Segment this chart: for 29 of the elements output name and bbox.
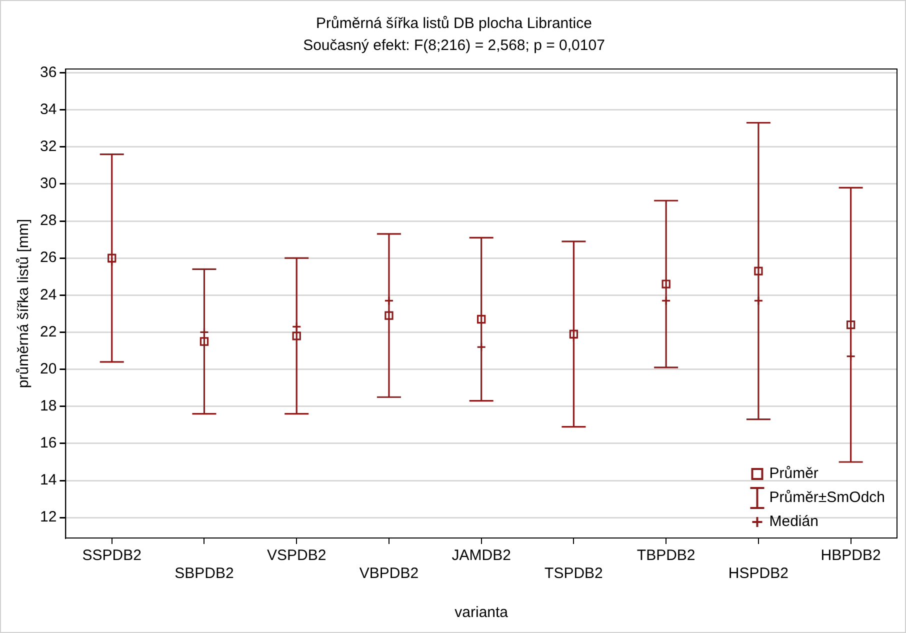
x-axis-title: varianta [454, 604, 509, 622]
chart-title: Průměrná šířka listů DB plocha Librantice [316, 15, 592, 32]
y-tick-label: 24 [40, 286, 57, 304]
y-axis-title: průměrná šířka listů [mm] [15, 218, 32, 388]
y-tick-label: 36 [40, 64, 57, 81]
y-tick-label: 14 [40, 472, 57, 489]
y-tick-label: 30 [40, 175, 57, 192]
y-tick-label: 34 [40, 100, 57, 118]
x-tick-label: SBPDB2 [174, 565, 234, 582]
y-tick-label: 20 [40, 360, 57, 378]
legend-label: Průměr [769, 465, 818, 482]
y-tick-label: 28 [40, 212, 57, 230]
y-tick-label: 26 [40, 249, 57, 266]
y-tick-label: 16 [40, 434, 57, 452]
chart-subtitle: Současný efekt: F(8;216) = 2,568; p = 0,0107 [303, 37, 605, 54]
y-tick-label: 32 [40, 138, 57, 155]
x-tick-label: JAMDB2 [452, 547, 511, 564]
y-tick-label: 18 [40, 398, 57, 415]
x-tick-label: HSPDB2 [728, 565, 788, 582]
x-tick-label: HBPDB2 [820, 547, 881, 564]
x-tick-label: VBPDB2 [359, 565, 419, 582]
x-tick-label: VSPDB2 [267, 547, 326, 564]
annotation: Průměr±SmOdch [769, 489, 886, 506]
legend-label: Medián [769, 513, 818, 530]
x-tick-label: SSPDB2 [82, 547, 142, 564]
x-tick-label: TBPDB2 [636, 547, 696, 564]
y-tick-label: 22 [40, 323, 57, 340]
x-tick-label: TSPDB2 [544, 565, 603, 582]
y-tick-label: 12 [40, 508, 57, 526]
